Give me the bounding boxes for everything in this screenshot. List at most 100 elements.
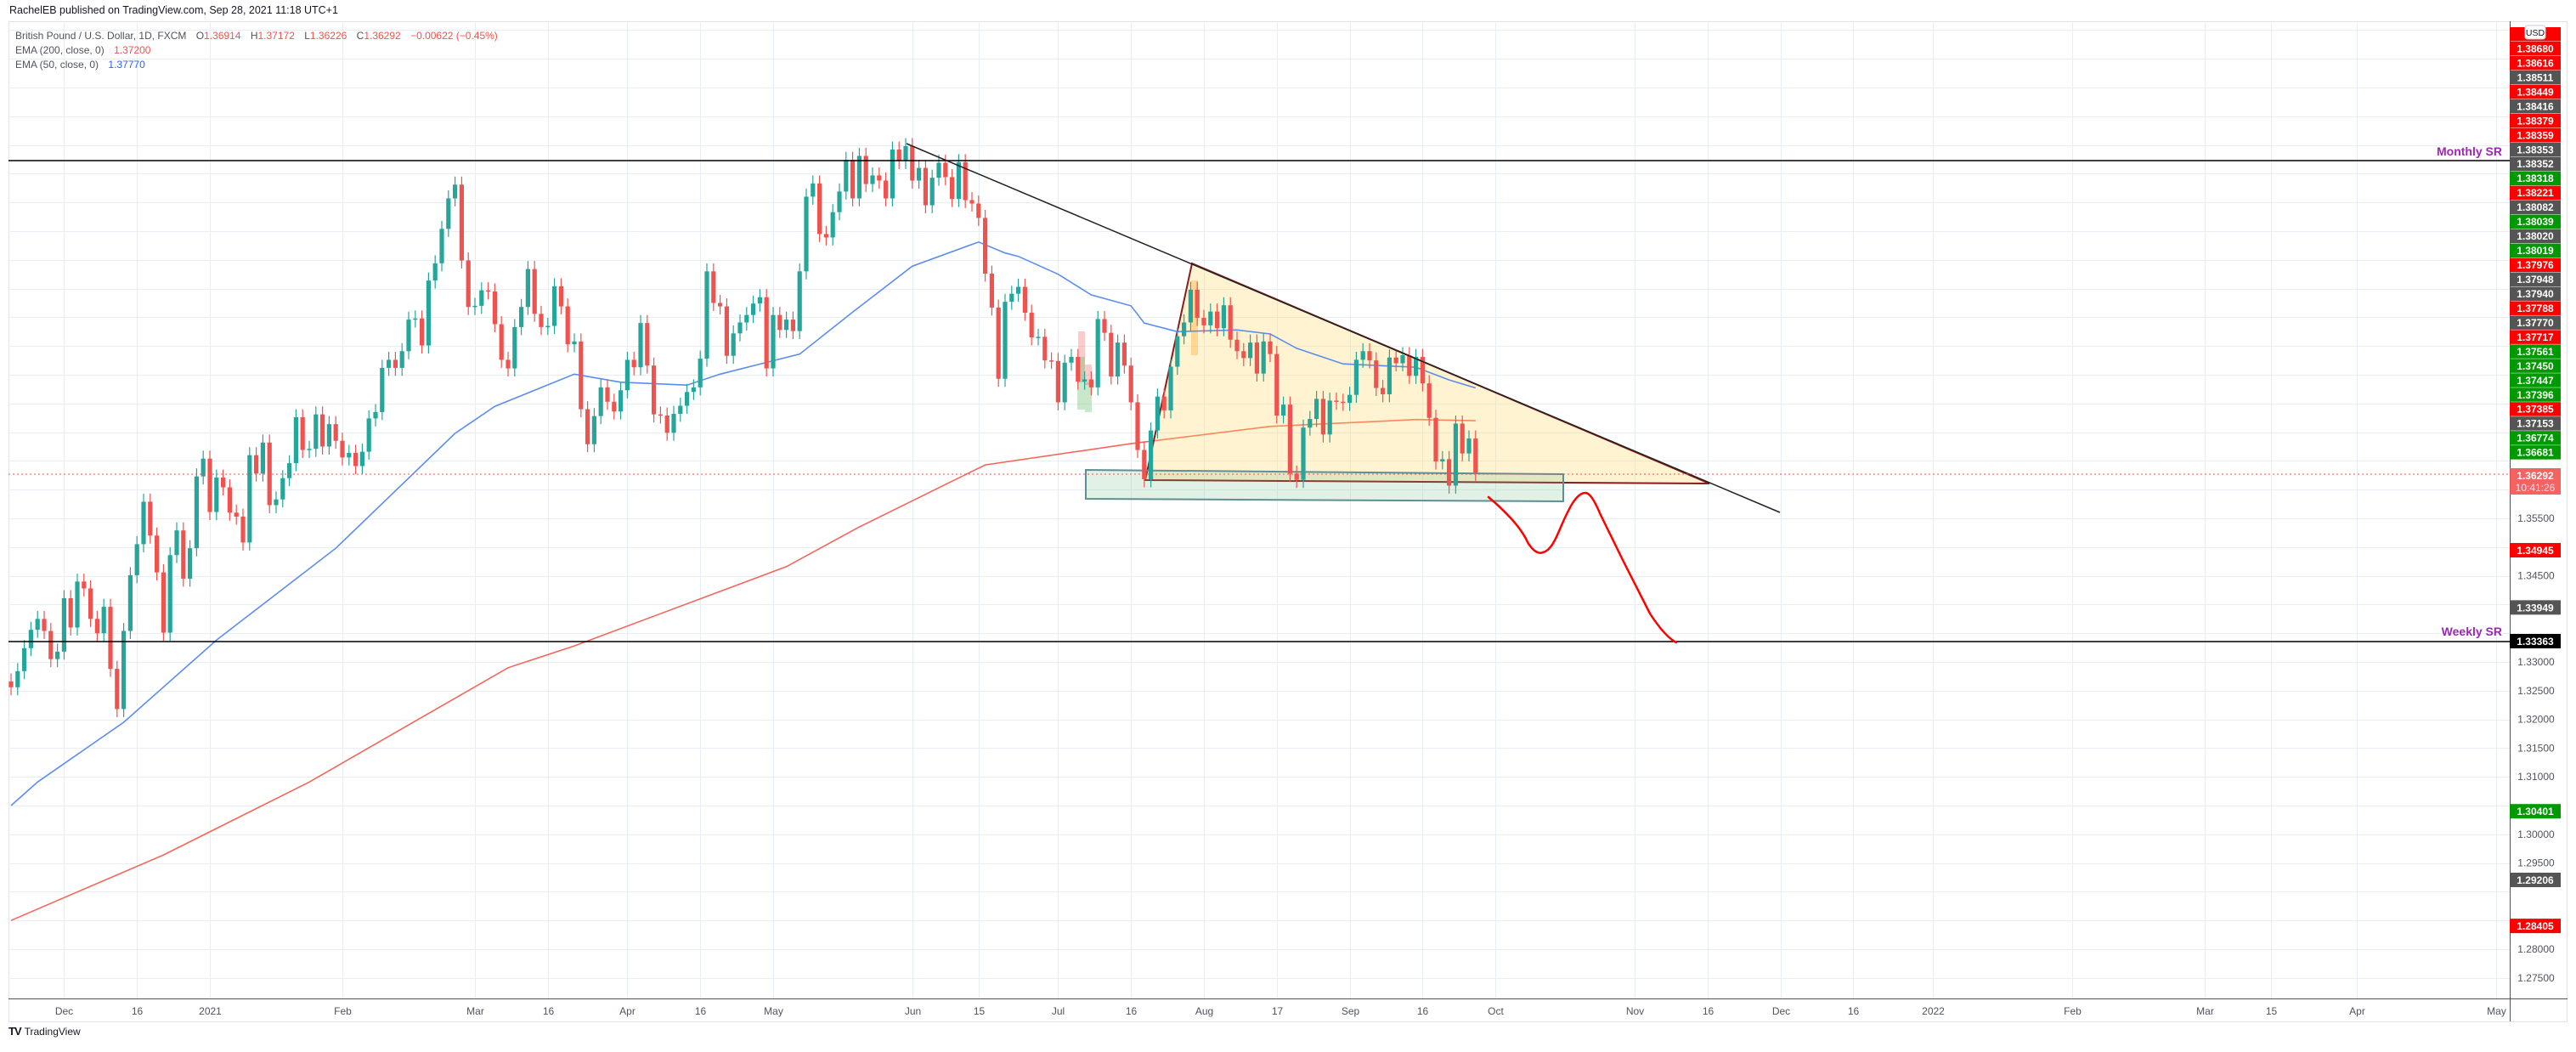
tradingview-brand[interactable]: TV TradingView xyxy=(8,1025,81,1038)
candle xyxy=(1420,348,1425,392)
price-axis-label: 1.32000 xyxy=(2517,714,2555,726)
ema50-legend-row[interactable]: EMA (50, close, 0) 1.37770 xyxy=(15,58,498,72)
price-tag xyxy=(2510,416,2561,431)
candle xyxy=(605,379,610,410)
projection-path-drawing[interactable] xyxy=(1487,491,1678,644)
price-axis-label: 1.30000 xyxy=(2517,829,2555,840)
symbol-legend-row[interactable]: British Pound / U.S. Dollar, 1D, FXCM O1… xyxy=(15,29,498,43)
candle xyxy=(227,479,232,521)
time-axis-label: May xyxy=(764,1005,783,1017)
candle-body xyxy=(1447,459,1452,486)
candle-body xyxy=(724,306,729,356)
candle-body xyxy=(1022,286,1027,313)
candle xyxy=(188,540,193,587)
ema200-legend-row[interactable]: EMA (200, close, 0) 1.37200 xyxy=(15,43,498,58)
candle-body xyxy=(1268,341,1273,354)
candle xyxy=(545,318,551,336)
candle-body xyxy=(293,417,298,464)
candle xyxy=(340,433,345,466)
candle xyxy=(1281,396,1286,424)
candle xyxy=(221,469,226,495)
candle-body xyxy=(486,290,491,292)
candle xyxy=(28,621,33,657)
candle-body xyxy=(1281,404,1286,416)
candle xyxy=(624,351,630,399)
support-zone-rectangle[interactable] xyxy=(1085,468,1564,503)
candle-body xyxy=(466,260,471,308)
candle xyxy=(1334,392,1339,410)
candle-body xyxy=(605,387,610,402)
candle xyxy=(55,643,60,668)
candle xyxy=(896,141,901,169)
candle xyxy=(731,325,736,365)
time-axis-label: May xyxy=(2487,1005,2506,1017)
candle-body xyxy=(685,392,690,406)
price-tag-value: 1.38511 xyxy=(2517,71,2554,83)
price-tag-value: 1.38352 xyxy=(2517,158,2554,170)
marker-green-zone xyxy=(1077,357,1085,410)
price-tag-value: 1.37450 xyxy=(2517,360,2554,372)
candle-body xyxy=(718,303,723,307)
price-tag xyxy=(2510,156,2561,172)
candle xyxy=(347,444,352,466)
price-tag xyxy=(2510,113,2561,128)
price-tag xyxy=(2510,185,2561,201)
candle-body xyxy=(619,390,624,412)
candle xyxy=(214,469,219,521)
candle xyxy=(1009,286,1014,310)
candle-body xyxy=(254,455,259,474)
candle-body xyxy=(863,156,868,184)
candle xyxy=(141,493,146,552)
candle xyxy=(591,408,596,453)
candle xyxy=(155,527,160,581)
candle xyxy=(267,434,272,513)
price-tag-value: 1.36681 xyxy=(2517,447,2554,459)
candle-body xyxy=(148,501,153,536)
descending-trendline[interactable] xyxy=(906,143,1781,513)
candle xyxy=(784,311,789,338)
candle-body xyxy=(539,314,544,327)
candle-body xyxy=(108,607,113,670)
price-tag-value: 1.37770 xyxy=(2517,317,2554,329)
ema50-value: 1.37770 xyxy=(108,59,145,71)
price-axis-label: 1.31500 xyxy=(2517,742,2555,754)
candle xyxy=(1447,450,1452,494)
candle xyxy=(1175,328,1180,375)
candle-body xyxy=(22,648,27,671)
currency-button[interactable]: USD xyxy=(2524,25,2546,40)
price-tag-value: 1.37788 xyxy=(2517,303,2554,314)
candle xyxy=(167,546,172,641)
candle-body xyxy=(1314,399,1319,420)
candle xyxy=(1142,442,1147,488)
candle-body xyxy=(1142,450,1147,480)
candle-body xyxy=(1062,362,1067,403)
high-value: 1.37172 xyxy=(257,30,295,42)
candle xyxy=(459,176,464,269)
candle xyxy=(432,255,438,289)
candle-body xyxy=(837,191,842,212)
open-label: O xyxy=(195,30,205,42)
candle-body xyxy=(1308,419,1313,428)
currency-label: USD xyxy=(2526,28,2545,38)
candle-body xyxy=(347,452,352,458)
price-axis[interactable]: 1.35500 1.34500 1.33000 1.32500 1.32000 1.315… xyxy=(2517,512,2555,984)
candle-body xyxy=(61,597,66,652)
candle xyxy=(612,393,617,420)
time-axis-label: 16 xyxy=(543,1005,555,1017)
time-axis[interactable]: Dec 16 2021 Feb Mar 16 Apr 16 May Jun 15 Jul 16 Aug 17… xyxy=(55,1005,2506,1017)
candle-body xyxy=(307,449,312,450)
time-axis-label: Sep xyxy=(1342,1005,1360,1017)
ema200-value: 1.37200 xyxy=(114,44,151,56)
candle-body xyxy=(453,184,458,199)
price-tag xyxy=(2510,633,2561,648)
candle xyxy=(82,573,87,597)
candle-body xyxy=(830,212,835,238)
candle-body xyxy=(1116,342,1121,377)
candle-body xyxy=(890,150,895,199)
candle xyxy=(884,173,889,206)
candle xyxy=(1149,422,1154,488)
ema50-label: EMA (50, close, 0) xyxy=(15,59,99,71)
candle-body xyxy=(181,530,186,579)
candle-body xyxy=(459,184,464,261)
